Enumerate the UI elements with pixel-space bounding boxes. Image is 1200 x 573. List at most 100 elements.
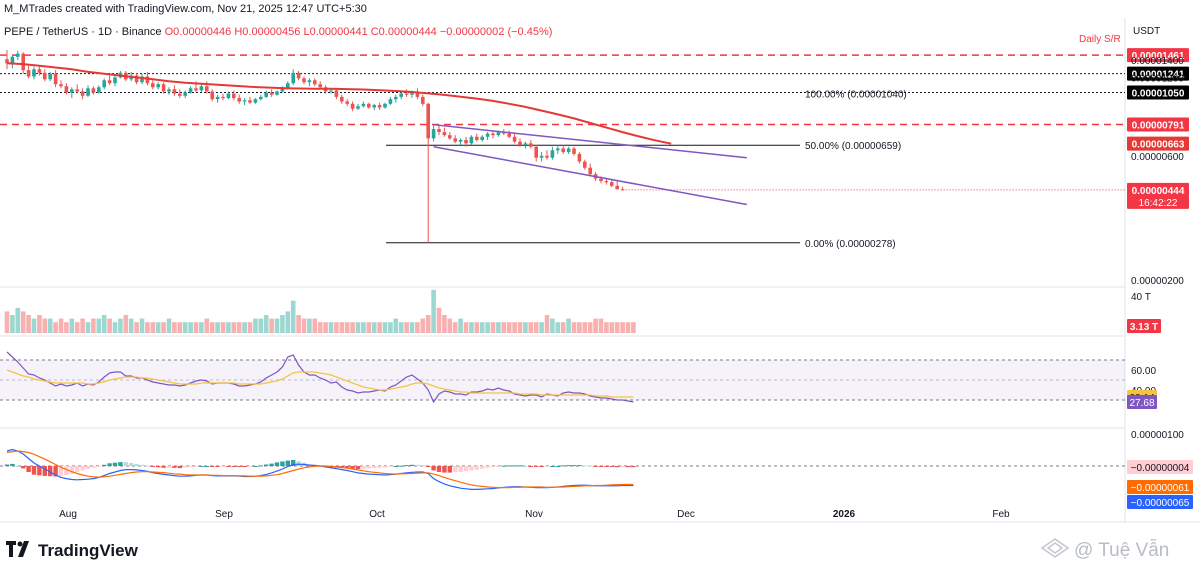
macd-histogram-bar — [361, 466, 366, 469]
volume-bar — [544, 315, 550, 333]
macd-signal-label: −0.00000061 — [1131, 483, 1190, 494]
macd-histogram-bar — [204, 466, 209, 467]
volume-bar — [566, 318, 571, 333]
symbol-name[interactable]: PEPE / TetherUS · 1D · Binance — [4, 26, 162, 38]
ma-value-tag — [1127, 136, 1189, 151]
volume-bar — [145, 322, 150, 333]
macd-histogram-bar — [388, 466, 393, 467]
volume-bar — [236, 322, 242, 333]
tradingview-wordmark: TradingView — [38, 541, 138, 560]
volume-bar — [560, 322, 566, 333]
volume-bar — [15, 307, 21, 333]
candle-body — [80, 91, 85, 96]
volume-bar — [447, 318, 453, 333]
fib-level-label: 50.00% (0.00000659) — [805, 141, 901, 152]
candle-body — [518, 141, 522, 146]
volume-value-label: 3.13 T — [1130, 322, 1158, 333]
volume-bar — [123, 315, 129, 333]
chart-caption: M_MTrades created with TradingView.com, … — [4, 3, 367, 15]
candle-body — [91, 88, 96, 93]
candle-body — [156, 84, 160, 88]
candle-body — [453, 138, 457, 142]
macd-histogram-bar — [69, 466, 74, 474]
volume-bar — [631, 322, 636, 333]
volume-bar — [398, 322, 404, 333]
macd-histogram-bar — [544, 466, 550, 467]
volume-bar — [31, 318, 37, 333]
volume-bar — [128, 318, 134, 333]
candle-body — [167, 89, 171, 92]
macd-histogram-bar — [80, 466, 85, 471]
volume-bar — [290, 300, 296, 333]
macd-histogram-bar — [172, 466, 177, 468]
volume-bar — [42, 318, 48, 333]
volume-bar — [517, 322, 523, 333]
macd-histogram-bar — [528, 466, 533, 467]
macd-histogram-bar — [588, 465, 593, 467]
macd-histogram-bar — [615, 466, 620, 468]
volume-bar — [431, 289, 436, 333]
volume-bar — [118, 318, 123, 333]
volume-bar — [247, 322, 253, 333]
macd-histogram-bar — [415, 464, 420, 466]
volume-bar — [64, 322, 69, 333]
candle-body — [329, 90, 333, 92]
macd-histogram-bar — [598, 466, 604, 467]
candle-body — [577, 153, 582, 162]
volume-bar — [490, 322, 496, 333]
currency-label[interactable]: USDT — [1133, 26, 1161, 37]
rsi-axis-tick: 60.00 — [1131, 366, 1156, 377]
macd-histogram-bar — [210, 466, 215, 467]
candle-body — [550, 150, 555, 158]
volume-bar — [328, 322, 334, 333]
candle-body — [296, 72, 301, 79]
candle-body — [377, 105, 382, 108]
volume-bar — [47, 318, 53, 333]
volume-bar — [533, 322, 539, 333]
volume-bar — [204, 318, 210, 333]
volume-bar — [361, 322, 366, 333]
macd-histogram-bar — [75, 466, 80, 473]
watermark-logo-icon — [1040, 537, 1070, 565]
candle-body — [502, 132, 506, 134]
volume-bar — [350, 322, 355, 333]
candle-body — [253, 99, 258, 103]
volume-bar — [166, 318, 172, 333]
candle-body — [32, 69, 36, 77]
macd-histogram-bar — [123, 462, 128, 466]
macd-histogram-bar — [625, 466, 631, 468]
macd-lines — [0, 448, 1125, 490]
volume-bar — [37, 315, 42, 333]
volume-bar — [377, 322, 382, 333]
macd-histogram-bar — [53, 466, 58, 477]
rsi-ma-line — [6, 369, 634, 398]
macd-histogram-bar — [4, 464, 10, 466]
volume-bar — [10, 315, 15, 333]
candle-body — [372, 105, 376, 108]
macd-histogram-bar — [242, 466, 247, 467]
candle-body — [237, 98, 241, 102]
candle-body — [286, 83, 290, 89]
time-axis-tick: Dec — [677, 509, 695, 520]
macd-histogram-bar — [517, 465, 523, 467]
macd-histogram-bar — [134, 463, 139, 466]
candle-body — [599, 178, 603, 182]
symbol-legend[interactable]: PEPE / TetherUS · 1D · Binance O0.000004… — [4, 26, 552, 38]
volume-bar — [625, 322, 631, 333]
sr-level-tag — [1127, 66, 1189, 81]
candle-body — [572, 148, 576, 154]
volume-bar — [388, 322, 393, 333]
candle-body — [507, 133, 511, 137]
candle-body — [102, 80, 106, 88]
volume-bar — [609, 322, 615, 333]
macd-histogram-bar — [366, 466, 371, 469]
volume-bar — [550, 318, 555, 333]
macd-tag — [1127, 495, 1193, 509]
macd-histogram-bar — [102, 464, 107, 466]
sr-level-label: 0.00000791 — [1132, 121, 1185, 132]
macd-histogram-bar — [382, 466, 388, 468]
rsi-line — [6, 351, 634, 404]
candle-body — [248, 100, 252, 103]
volume-bar — [479, 322, 485, 333]
